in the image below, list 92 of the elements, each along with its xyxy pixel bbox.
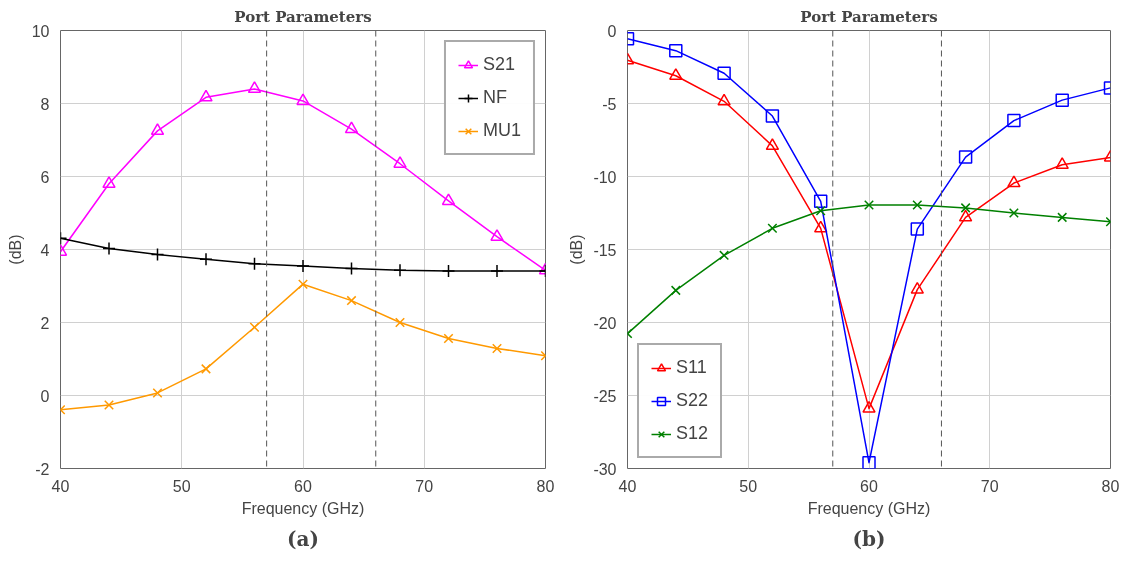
point xyxy=(864,199,874,210)
chart-title: Port Parameters xyxy=(234,7,372,26)
point xyxy=(150,247,165,262)
point xyxy=(815,205,826,216)
legend-label: NF xyxy=(482,87,507,108)
point xyxy=(199,89,213,102)
point xyxy=(765,109,780,123)
point xyxy=(958,150,973,164)
point xyxy=(1007,175,1021,188)
point xyxy=(395,317,405,328)
point xyxy=(490,264,504,278)
point xyxy=(150,123,165,136)
point xyxy=(719,250,730,261)
point xyxy=(813,194,828,209)
point xyxy=(344,261,359,276)
point xyxy=(862,400,876,413)
legend-label: S11 xyxy=(676,357,707,378)
point xyxy=(247,256,262,271)
point xyxy=(199,252,213,267)
x-tick-label: 60 xyxy=(860,477,878,495)
point xyxy=(441,264,456,278)
y-tick-label: -2 xyxy=(35,460,50,478)
y-axis-title: (dB) xyxy=(568,234,586,265)
point xyxy=(298,279,308,290)
point xyxy=(296,259,310,273)
point xyxy=(717,66,731,81)
y-tick-label: 8 xyxy=(40,95,50,113)
x-tick-label: 40 xyxy=(618,477,637,495)
y-tick-label: 0 xyxy=(607,22,617,40)
line-series xyxy=(627,31,1111,469)
point xyxy=(1007,113,1021,128)
y-tick-label: 10 xyxy=(31,22,50,40)
point xyxy=(393,156,407,168)
x-tick-label: 70 xyxy=(415,477,434,495)
text: (a) xyxy=(287,526,319,551)
y-tick-label: -10 xyxy=(593,168,617,186)
y-tick-label: -30 xyxy=(593,460,617,478)
x-tick-label: 60 xyxy=(294,477,312,495)
y-tick-label: 0 xyxy=(40,387,50,405)
point xyxy=(346,295,357,306)
x-axis-title: Frequency (GHz) xyxy=(807,499,931,517)
x-axis-title: Frequency (GHz) xyxy=(241,499,365,517)
y-tick-label: -15 xyxy=(593,241,617,259)
y-tick-label: -25 xyxy=(593,387,617,405)
x-tick-label: 80 xyxy=(1101,477,1120,495)
y-tick-label: -5 xyxy=(602,95,617,113)
point xyxy=(443,333,454,344)
point xyxy=(490,229,504,241)
point xyxy=(1057,212,1068,223)
point xyxy=(960,202,971,213)
point xyxy=(247,81,262,94)
point xyxy=(296,93,310,106)
point xyxy=(1008,208,1019,218)
legend-label: S22 xyxy=(676,390,709,411)
y-axis-title: (dB) xyxy=(6,234,24,265)
point xyxy=(958,209,973,222)
legend-label: MU1 xyxy=(482,120,521,141)
y-tick-label: 6 xyxy=(40,168,50,186)
point xyxy=(102,241,116,256)
point xyxy=(765,138,780,151)
point xyxy=(1055,157,1069,170)
point xyxy=(910,281,925,294)
point xyxy=(670,285,681,296)
point xyxy=(1055,93,1069,107)
point xyxy=(102,176,116,189)
point xyxy=(813,220,828,233)
chart-title: Port Parameters xyxy=(800,7,938,26)
point xyxy=(104,400,114,410)
x-tick-label: 40 xyxy=(51,477,70,495)
point xyxy=(669,43,683,58)
x-tick-label: 50 xyxy=(172,477,191,495)
x-tick-label: 50 xyxy=(739,477,758,495)
legend-label: S12 xyxy=(676,423,709,444)
y-tick-label: 2 xyxy=(40,314,50,332)
x-tick-label: 70 xyxy=(980,477,999,495)
point xyxy=(717,93,731,106)
text: (b) xyxy=(852,526,886,551)
point xyxy=(910,222,925,236)
point xyxy=(249,322,260,333)
point xyxy=(201,363,211,374)
point xyxy=(492,343,502,354)
point xyxy=(441,193,456,206)
y-tick-label: 4 xyxy=(40,241,50,259)
point xyxy=(393,263,407,278)
point xyxy=(912,199,923,210)
legend-label: S21 xyxy=(482,54,516,75)
y-tick-label: -20 xyxy=(593,314,617,332)
x-tick-label: 80 xyxy=(536,477,555,495)
point xyxy=(669,68,683,80)
point xyxy=(344,121,359,134)
point xyxy=(152,387,163,398)
point xyxy=(767,223,778,234)
